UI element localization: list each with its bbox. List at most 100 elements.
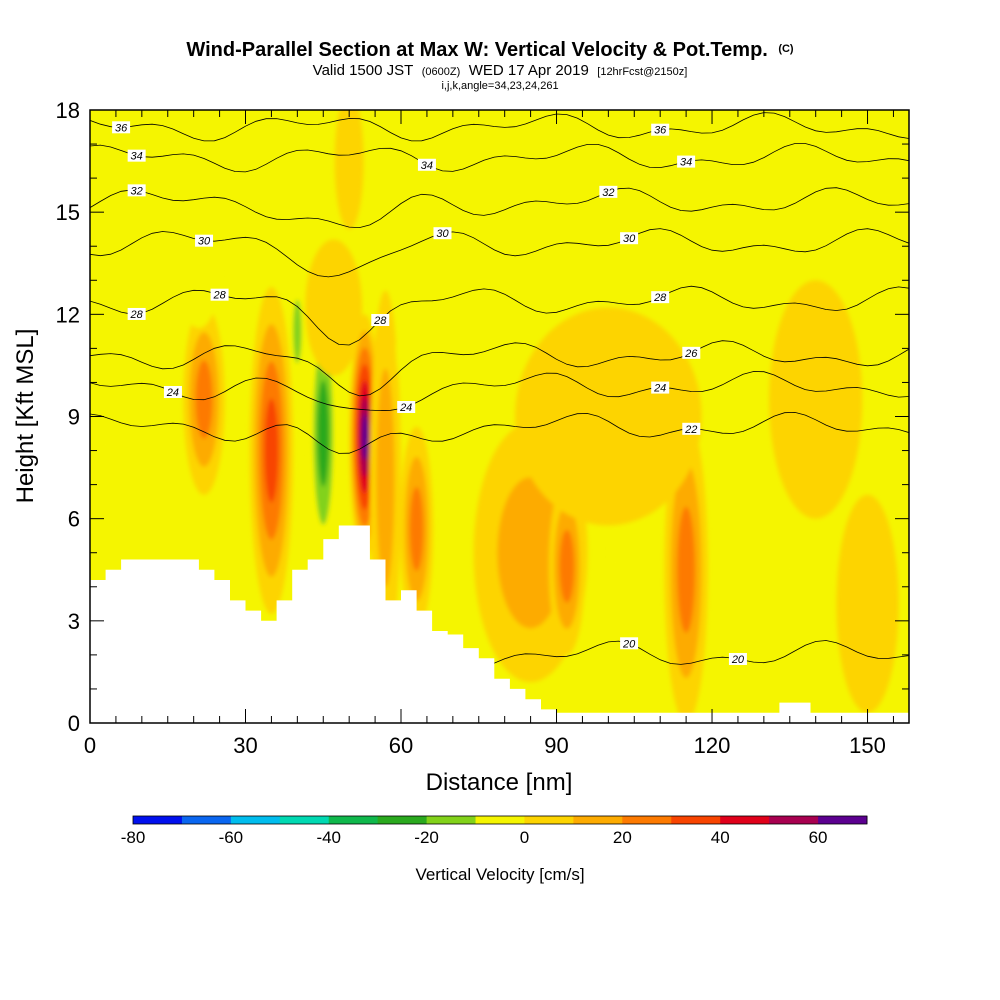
x-tick-label: 120 [694, 733, 731, 758]
theta-label-34-2: 34 [680, 157, 692, 169]
y-tick-label: 3 [68, 609, 80, 634]
valid-utc: (0600Z) [422, 66, 461, 78]
w-cell-13-band-1 [90, 280, 132, 451]
w-cell-14-band-1 [395, 300, 427, 397]
y-axis-label: Height [Kft MSL] [12, 329, 39, 504]
terrain-mask [90, 525, 909, 723]
x-tick-label: 150 [849, 733, 886, 758]
theta-label-24-0: 24 [166, 387, 179, 399]
colorbar-tick-label: 40 [711, 828, 730, 847]
colorbar-frame [132, 815, 868, 825]
colorbar-swatch [573, 816, 623, 824]
theta-label-36-0: 36 [115, 122, 128, 134]
plot-area: 20 20 22 24 24 24 26 28 28 28 28 30 30 30 32 32 34 34 34 36… [90, 110, 909, 723]
colorbar-tick-label: 20 [613, 828, 632, 847]
w-cell-10-band-3 [677, 506, 696, 633]
theta-label-bg [728, 652, 747, 665]
theta-label-bg [677, 155, 696, 168]
theta-contour-32 [90, 187, 909, 229]
x-tick-label: 30 [233, 733, 257, 758]
theta-label-26-0: 26 [684, 348, 698, 360]
theta-label-bg [651, 381, 670, 394]
theta-contour-30 [90, 228, 909, 278]
x-axis-label: Distance [nm] [426, 769, 573, 796]
w-cell-1-band-7 [361, 413, 368, 461]
chart-title-tag: (C) [778, 43, 794, 55]
theta-contour-34 [90, 143, 909, 173]
colorbar-tick-label: 60 [809, 828, 828, 847]
colorbar-swatch [426, 816, 477, 824]
colorbar-swatch [671, 816, 721, 824]
y-tick-label: 0 [68, 711, 80, 736]
theta-label-bg [397, 400, 416, 413]
colorbar-swatch [769, 816, 819, 824]
colorbar-swatch [133, 816, 183, 824]
theta-contour-24 [90, 371, 909, 412]
theta-label-bg [417, 158, 436, 171]
colorbar-swatch [230, 816, 281, 824]
w-cell-20-band-1 [515, 307, 702, 526]
theta-label-bg [112, 121, 131, 134]
y-tick-label: 6 [68, 507, 80, 532]
colorbar-swatch [181, 816, 232, 824]
colorbar-tick-label: -80 [121, 828, 146, 847]
colorbar-tick-label: -60 [219, 828, 244, 847]
theta-label-34-1: 34 [421, 160, 433, 172]
theta-label-bg [163, 386, 182, 399]
potential-temperature-contours [90, 112, 909, 670]
theta-label-28-2: 28 [373, 315, 387, 327]
w-cell-0-band-4 [264, 398, 279, 503]
chart-title-main: Wind-Parallel Section at Max W: Vertical… [186, 39, 767, 61]
theta-label-34-0: 34 [131, 151, 143, 163]
theta-label-bg [210, 288, 229, 301]
w-cell-17-band-1 [776, 535, 793, 672]
w-cell-7-band-3 [409, 486, 424, 571]
w-cell-4-band-1 [305, 239, 363, 376]
colorbar-swatch [622, 816, 672, 824]
w-cell-18-band-1 [836, 494, 899, 713]
colorbar-tick-label: -20 [414, 828, 439, 847]
y-tick-label: 18 [56, 98, 80, 123]
theta-label-bg [599, 185, 618, 198]
w-cell-16-band-1 [334, 110, 364, 230]
colorbar-swatch [377, 816, 428, 824]
y-tick-label: 12 [56, 302, 80, 327]
colorbar-swatch [475, 816, 525, 824]
w-cell-2-band-2 [376, 368, 395, 588]
colorbar-tick-label: -40 [316, 828, 341, 847]
theta-contour-26 [90, 340, 909, 397]
w-cell-8-band-2 [497, 477, 564, 629]
theta-label-bg [682, 422, 701, 435]
theta-label-bg [127, 184, 146, 197]
colorbar-swatch [279, 816, 330, 824]
theta-label-28-1: 28 [212, 290, 226, 302]
colorbar-swatch [524, 816, 574, 824]
theta-label-bg [195, 234, 214, 247]
colorbar-label: Vertical Velocity [cm/s] [415, 865, 584, 884]
theta-label-32-0: 32 [131, 185, 143, 197]
y-tick-label: 9 [68, 405, 80, 430]
theta-label-bg [651, 291, 670, 304]
contour-labels: 20 20 22 24 24 24 26 28 28 28 28 30 30 30 32 32 34 34 34 36… [112, 121, 747, 666]
theta-label-30-1: 30 [436, 228, 449, 240]
x-tick-label: 0 [84, 733, 96, 758]
vertical-velocity-field [90, 110, 899, 723]
colorbar-swatch [818, 816, 868, 824]
theta-label-36-1: 36 [654, 125, 667, 137]
y-tick-label: 15 [56, 200, 80, 225]
theta-label-22-0: 22 [684, 424, 697, 436]
w-cell-19-band-1 [769, 280, 863, 519]
theta-label-28-3: 28 [653, 292, 667, 304]
grid-indices: i,j,k,angle=34,23,24,261 [441, 80, 558, 92]
theta-label-bg [620, 637, 639, 650]
theta-label-20-0: 20 [622, 638, 636, 650]
colorbar-swatch [720, 816, 770, 824]
theta-label-30-2: 30 [623, 233, 636, 245]
w-cell-3-band-3 [317, 380, 330, 487]
theta-label-24-2: 24 [653, 383, 666, 395]
theta-label-bg [433, 227, 452, 240]
x-axis: 0 30 60 90 120 150 [84, 110, 894, 758]
theta-label-20-1: 20 [731, 654, 745, 666]
